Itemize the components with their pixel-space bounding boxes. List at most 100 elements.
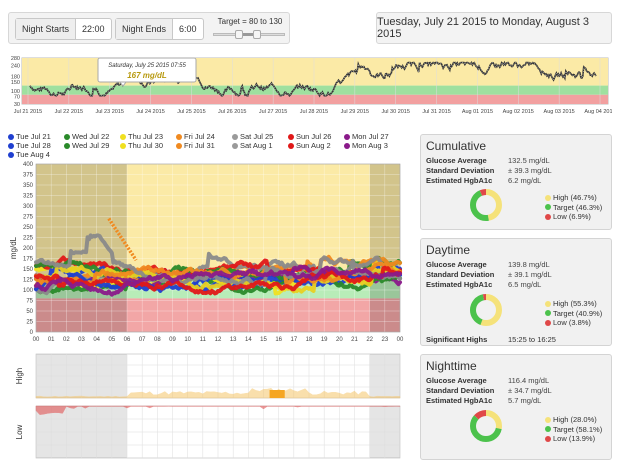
legend-label: Tue Aug 4 bbox=[16, 150, 50, 159]
legend-label: Mon Aug 3 bbox=[352, 141, 388, 150]
tick-label: 250 bbox=[23, 225, 34, 231]
legend-label: Fri Jul 31 bbox=[184, 141, 215, 150]
legend-item[interactable]: Fri Jul 24 bbox=[176, 132, 215, 141]
legend-label: Wed Jul 29 bbox=[72, 141, 110, 150]
standard-deviation: ± 39.3 mg/dL bbox=[508, 166, 552, 175]
tick-label: Jul 30 2015 bbox=[381, 109, 409, 115]
tick-label: 22 bbox=[366, 337, 373, 343]
low-frequency-area bbox=[35, 405, 401, 415]
legend-dot-icon bbox=[232, 142, 238, 149]
significant-highs: Significant Highs 15:25 to 16:25 bbox=[426, 335, 556, 344]
chart-label: Low bbox=[15, 424, 24, 439]
tick-label: Jul 29 2015 bbox=[341, 109, 369, 115]
tick-label: 18 bbox=[306, 337, 313, 343]
target-label: Target = 80 to 130 bbox=[217, 17, 283, 26]
day-trace bbox=[34, 233, 402, 287]
tick-label: 05 bbox=[108, 337, 115, 343]
tick-label: 16 bbox=[275, 337, 282, 343]
date-range-display[interactable]: Tuesday, July 21 2015 to Monday, August … bbox=[376, 12, 612, 44]
daytime-donut-chart bbox=[470, 294, 502, 326]
standard-deviation: ± 34.7 mg/dL bbox=[508, 386, 552, 395]
estimated-a1c: 6.2 mg/dL bbox=[508, 176, 542, 185]
tooltip-box bbox=[97, 57, 197, 83]
tick-label: 240 bbox=[11, 63, 20, 69]
legend-item[interactable]: Tue Jul 21 bbox=[8, 132, 51, 141]
day-trace bbox=[34, 265, 402, 297]
legend-item[interactable]: Thu Jul 30 bbox=[120, 141, 163, 150]
legend-item[interactable]: Mon Aug 3 bbox=[344, 141, 388, 150]
tick-label: 25 bbox=[26, 320, 33, 326]
legend-item[interactable]: Sat Aug 1 bbox=[232, 141, 273, 150]
legend-item[interactable]: Tue Aug 4 bbox=[8, 150, 50, 159]
tick-label: 0 bbox=[30, 330, 34, 336]
panel-title: Cumulative bbox=[426, 139, 487, 153]
tooltip-date: Saturday, July 25 2015 07:55 bbox=[108, 63, 186, 69]
daytime-panel: Daytime Glucose Average 139.8 mg/dL Stand… bbox=[420, 238, 612, 346]
legend-label: Thu Jul 30 bbox=[128, 141, 164, 150]
tick-label: 325 bbox=[23, 194, 34, 200]
target-high-handle[interactable] bbox=[253, 30, 261, 39]
tooltip-pointer bbox=[119, 81, 127, 87]
legend-dot-icon bbox=[176, 142, 182, 149]
night-starts-input[interactable]: 22:00 bbox=[82, 24, 105, 34]
tick-label: 00 bbox=[33, 337, 40, 343]
tick-label: 08 bbox=[154, 337, 161, 343]
tick-label: Jul 27 2015 bbox=[259, 109, 287, 115]
daily-overlay-chart[interactable]: 4003753503253002752502252001751501251007… bbox=[8, 160, 412, 346]
tick-label: 04 bbox=[93, 337, 100, 343]
legend-item[interactable]: Wed Jul 29 bbox=[64, 141, 109, 150]
donut-legend: High (46.7%) Target (46.3%) Low (6.9%) bbox=[545, 193, 602, 222]
tick-label: 10 bbox=[184, 337, 191, 343]
legend-label: Tue Jul 28 bbox=[16, 141, 51, 150]
donut-slice bbox=[470, 410, 502, 442]
estimated-a1c: 6.5 mg/dL bbox=[508, 280, 542, 289]
legend-label: Sun Jul 26 bbox=[296, 132, 332, 141]
day-trace bbox=[34, 258, 402, 292]
legend-item[interactable]: Sat Jul 25 bbox=[232, 132, 273, 141]
legend-label: Sat Aug 1 bbox=[240, 141, 273, 150]
legend-item[interactable]: Sun Aug 2 bbox=[288, 141, 331, 150]
donut-slice bbox=[470, 189, 502, 221]
legend-label: Sat Jul 25 bbox=[240, 132, 274, 141]
overview-tooltip: Saturday, July 25 2015 07:55 167 mg/dL bbox=[97, 57, 197, 87]
tick-label: 07 bbox=[139, 337, 146, 343]
tick-label: Aug 04 2015 bbox=[584, 109, 612, 115]
legend-item[interactable]: Mon Jul 27 bbox=[344, 132, 389, 141]
legend-item[interactable]: Wed Jul 22 bbox=[64, 132, 109, 141]
tooltip-value: 167 mg/dL bbox=[127, 71, 167, 80]
tick-label: 00 bbox=[397, 337, 404, 343]
legend-item[interactable]: Fri Jul 31 bbox=[176, 141, 215, 150]
donut-legend: High (28.0%) Target (58.1%) Low (13.9%) bbox=[545, 415, 602, 444]
significant-high-bar bbox=[269, 390, 285, 398]
legend-item[interactable]: Thu Jul 23 bbox=[120, 132, 163, 141]
cumulative-donut-chart bbox=[470, 189, 502, 221]
tick-label: 100 bbox=[11, 89, 20, 95]
night-ends-control: Night Ends 6:00 bbox=[115, 18, 204, 40]
legend-dot-icon bbox=[64, 142, 70, 149]
tick-label: 09 bbox=[169, 337, 176, 343]
target-range-slider[interactable] bbox=[213, 30, 285, 39]
panel-title: Nighttime bbox=[426, 359, 477, 373]
donut-legend: High (55.3%) Target (40.9%) Low (3.8%) bbox=[545, 299, 602, 328]
legend-dot-icon bbox=[344, 133, 350, 140]
tick-label: 50 bbox=[26, 309, 33, 315]
tick-label: Jul 23 2015 bbox=[95, 109, 123, 115]
legend-label: Mon Jul 27 bbox=[352, 132, 389, 141]
donut-slice bbox=[470, 294, 502, 326]
legend-label: Tue Jul 21 bbox=[16, 132, 51, 141]
legend-item[interactable]: Sun Jul 26 bbox=[288, 132, 331, 141]
standard-deviation: ± 39.1 mg/dL bbox=[508, 270, 552, 279]
night-starts-label: Night Starts bbox=[16, 19, 77, 39]
target-low-handle[interactable] bbox=[235, 30, 243, 39]
tick-label: Aug 01 2015 bbox=[462, 109, 493, 115]
tick-label: 75 bbox=[26, 299, 33, 305]
plot-border bbox=[35, 163, 401, 333]
tick-label: 175 bbox=[23, 257, 34, 263]
tick-label: 400 bbox=[23, 162, 34, 168]
nighttime-donut-chart bbox=[470, 410, 502, 442]
night-ends-input[interactable]: 6:00 bbox=[179, 24, 197, 34]
tick-label: 225 bbox=[23, 236, 34, 242]
legend-dot-icon bbox=[8, 142, 14, 149]
legend-item[interactable]: Tue Jul 28 bbox=[8, 141, 51, 150]
